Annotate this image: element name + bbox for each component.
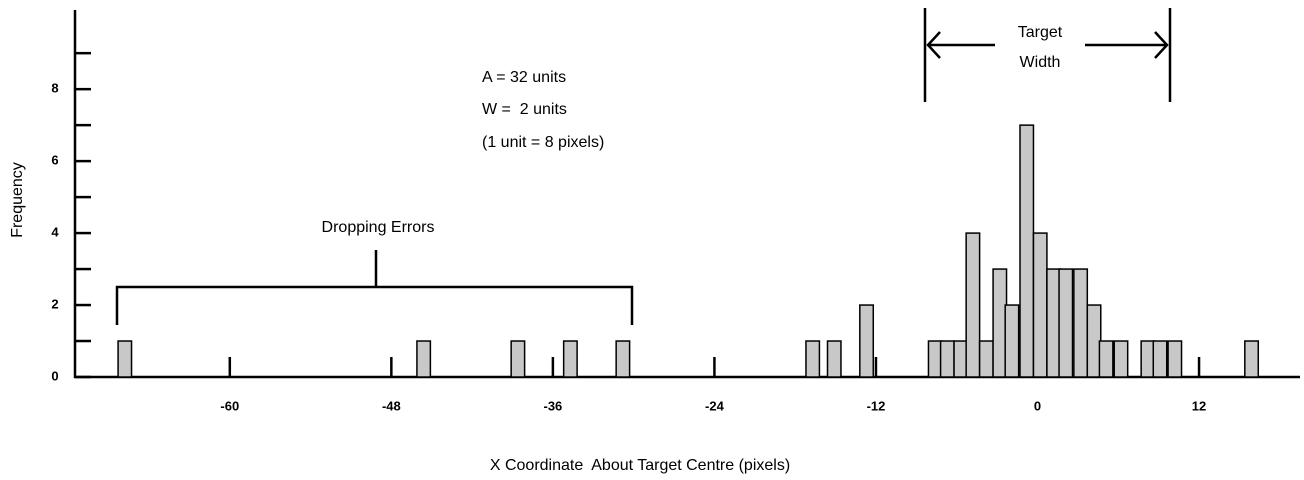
y-tick-label: 4 [51, 225, 59, 240]
y-tick-label: 8 [51, 81, 58, 96]
x-tick-label: 12 [1192, 398, 1206, 413]
bar [978, 340, 994, 378]
bar [1113, 340, 1129, 378]
bar [1058, 268, 1074, 378]
x-axis-label: X Coordinate About Target Centre (pixels… [490, 457, 790, 474]
annotation: Width [1020, 54, 1061, 71]
bar [826, 340, 842, 378]
bar [1004, 304, 1020, 378]
bar [1073, 268, 1089, 378]
bar [1244, 340, 1260, 378]
x-tick-label: -36 [543, 398, 562, 413]
bar [1019, 124, 1035, 378]
y-axis-label: Frequency [9, 162, 26, 238]
annotation: Dropping Errors [322, 219, 435, 236]
arrow-left [926, 31, 995, 59]
annotation: A = 32 units [482, 69, 566, 86]
arrow-right [1085, 31, 1169, 59]
x-tick-label: -12 [867, 398, 886, 413]
bar [117, 340, 133, 378]
bar [939, 340, 955, 378]
x-tick-label: 0 [1034, 398, 1041, 413]
target-bounds [923, 8, 1172, 102]
y-tick-label: 0 [51, 368, 58, 383]
bar [859, 304, 875, 378]
bar [416, 340, 432, 378]
bar [510, 340, 526, 378]
bar [1167, 340, 1183, 378]
bar [615, 340, 631, 378]
bar [965, 232, 981, 378]
bracket [115, 250, 634, 325]
x-tick-label: -60 [220, 398, 239, 413]
y-tick-label: 2 [51, 296, 58, 311]
bar [1098, 340, 1114, 378]
bar [1032, 232, 1048, 378]
annotation: (1 unit = 8 pixels) [482, 134, 604, 151]
annotation: W = 2 units [482, 101, 567, 118]
annotation: Target [1018, 24, 1063, 41]
x-tick-label: -48 [382, 398, 401, 413]
bar [1152, 340, 1168, 378]
bar [805, 340, 821, 378]
x-tick-label: -24 [705, 398, 725, 413]
bar [562, 340, 578, 378]
y-tick-label: 6 [51, 153, 58, 168]
